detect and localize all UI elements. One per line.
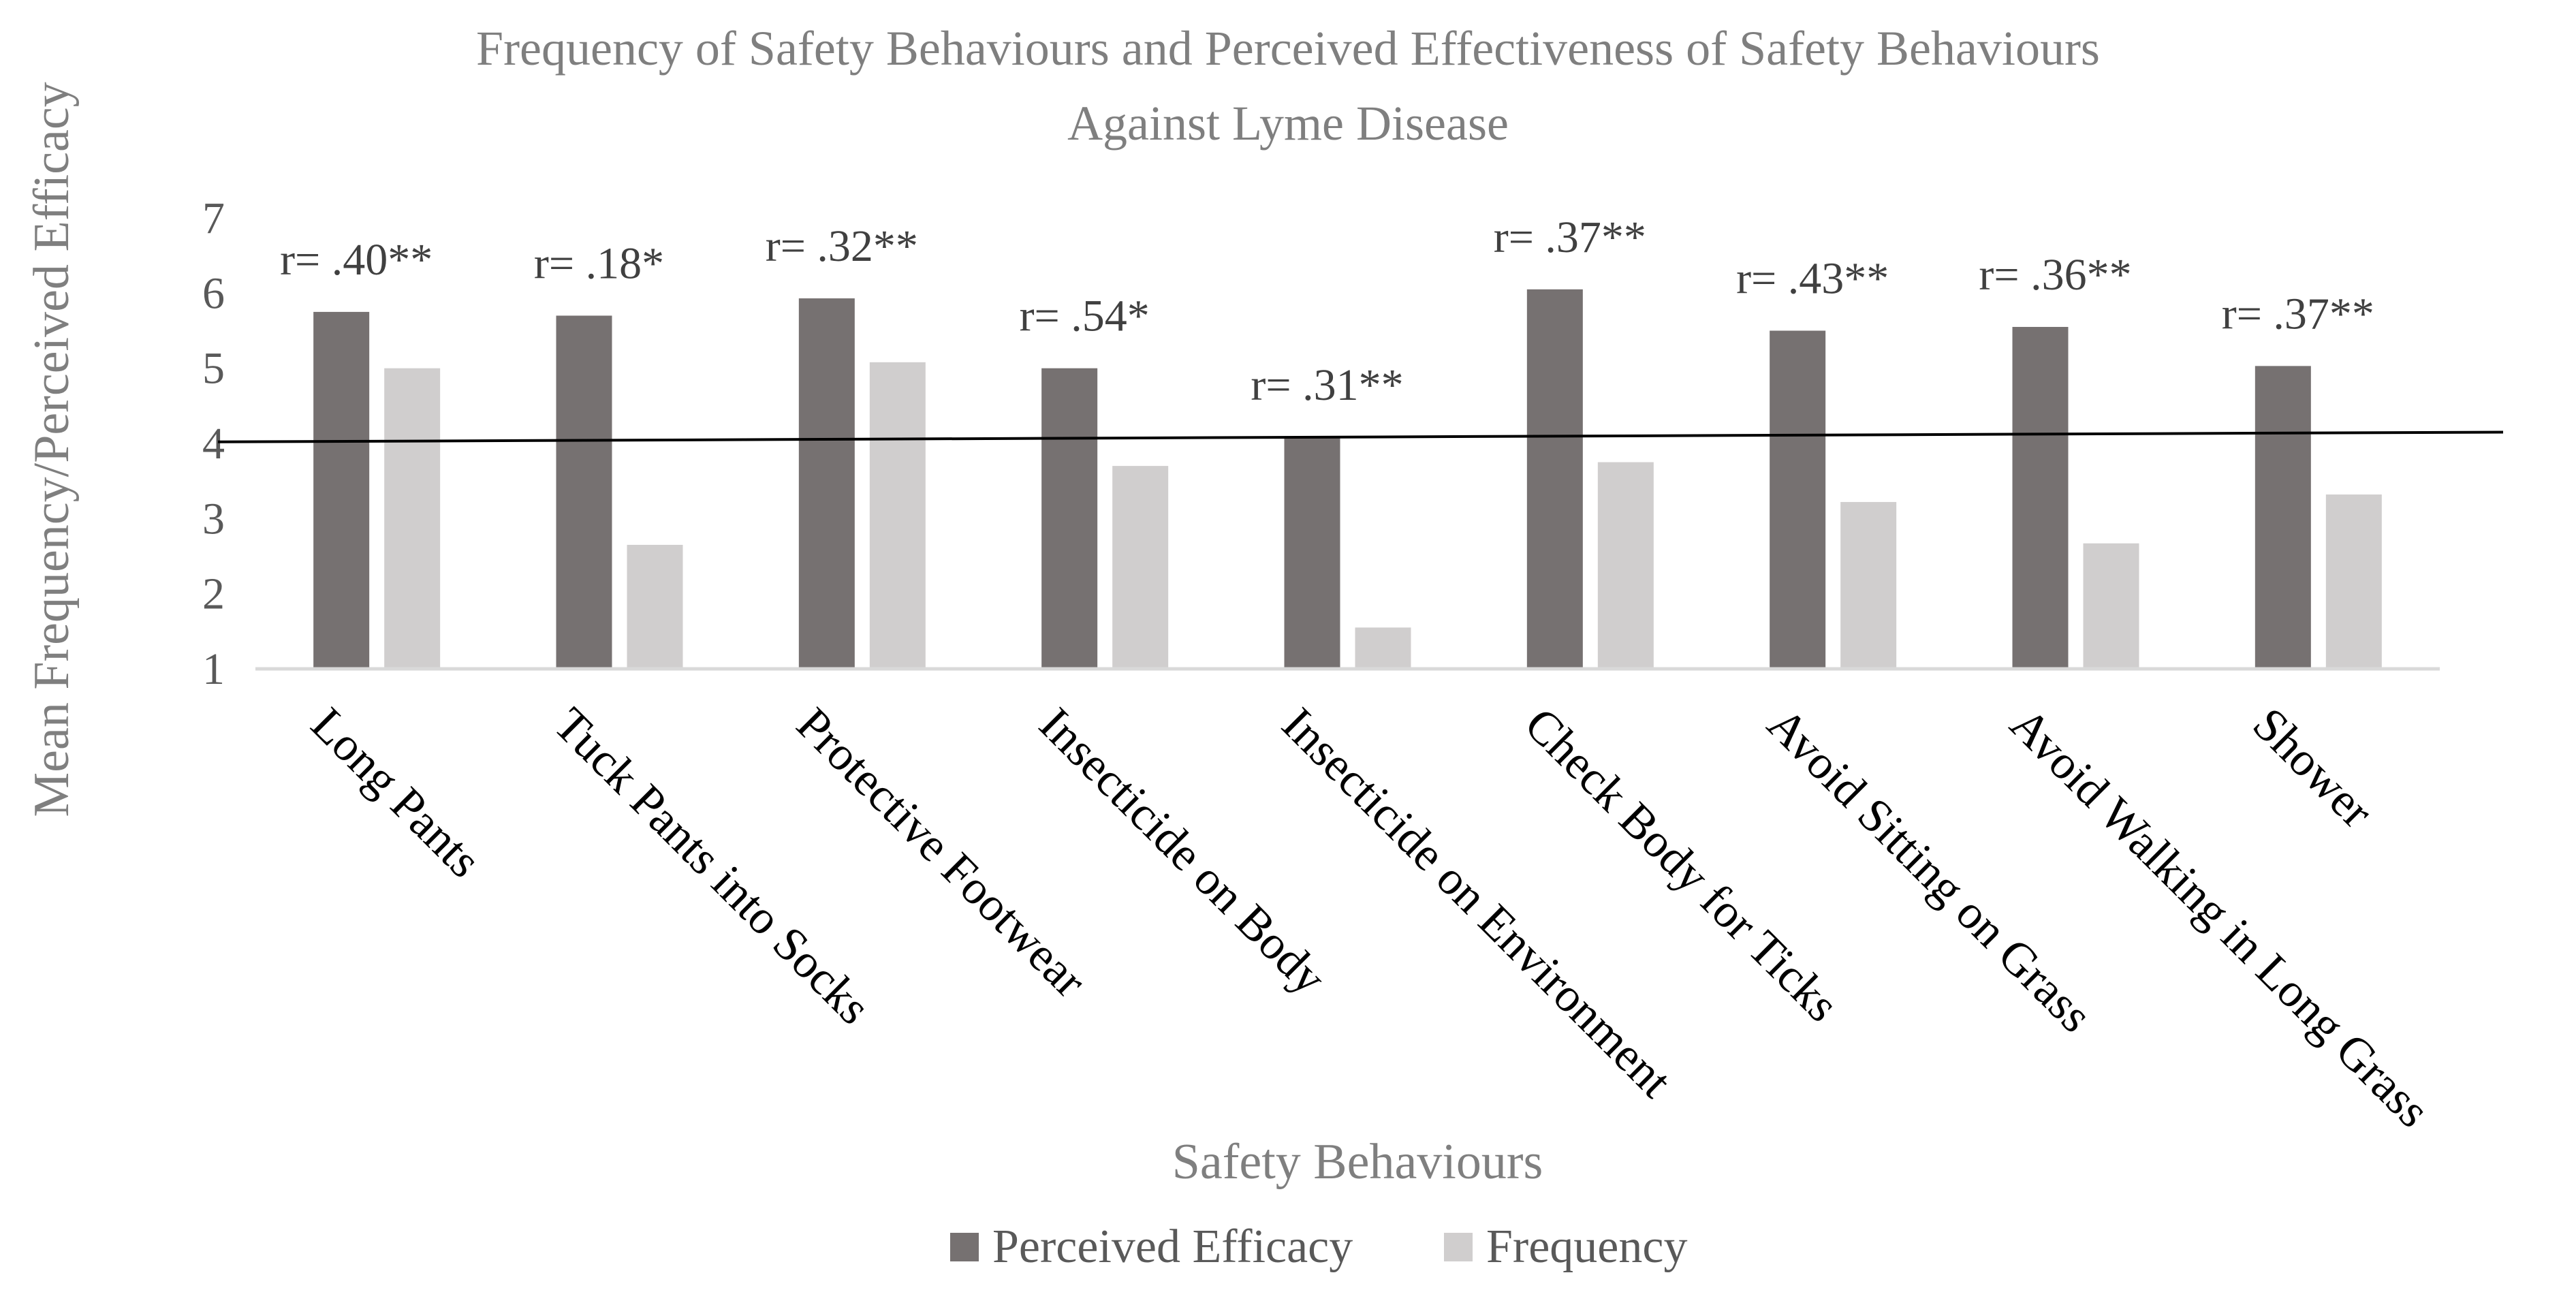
correlation-label: r= .43** <box>1736 254 1889 304</box>
x-axis-title: Safety Behaviours <box>1172 1134 1543 1190</box>
correlation-label: r= .40** <box>280 235 433 285</box>
legend-label: Perceived Efficacy <box>992 1221 1353 1273</box>
y-axis-ticks: 1 2 3 4 5 6 7 <box>202 193 225 694</box>
y-tick-label: 7 <box>202 193 225 243</box>
bar-perceived-efficacy <box>1041 368 1098 669</box>
category-label: Long Pants <box>301 698 491 888</box>
y-tick-label: 2 <box>202 569 225 619</box>
correlation-labels: r= .40** r= .18* r= .32** r= .54* r= .31** r=… <box>280 213 2374 410</box>
bar-perceived-efficacy <box>313 311 370 670</box>
bar-perceived-efficacy <box>1770 330 1826 669</box>
legend: Perceived Efficacy Frequency <box>950 1221 1687 1273</box>
bar-perceived-efficacy <box>2012 326 2069 669</box>
y-tick-label: 5 <box>202 344 225 394</box>
bar-frequency <box>1355 627 1411 669</box>
category-labels: Long Pants Tuck Pants into SocksProtectiv… <box>301 698 2440 1137</box>
bars <box>313 289 2382 670</box>
bar-frequency <box>2325 494 2382 669</box>
legend-label: Frequency <box>1486 1221 1687 1273</box>
category-label: Shower <box>2243 698 2383 838</box>
bar-perceived-efficacy <box>1526 289 1583 670</box>
correlation-label: r= .18* <box>534 238 664 288</box>
category-label: Insecticide on Environment <box>1272 698 1682 1108</box>
bar-perceived-efficacy <box>556 315 612 669</box>
category-label: Avoid Walking in Long Grass <box>2000 698 2439 1137</box>
correlation-label: r= .32** <box>766 221 918 271</box>
bar-frequency <box>1597 462 1654 669</box>
bar-perceived-efficacy <box>1284 437 1340 669</box>
bar-frequency <box>384 368 441 669</box>
correlation-label: r= .31** <box>1251 360 1403 410</box>
legend-swatch <box>1444 1233 1473 1261</box>
bar-frequency <box>627 544 683 669</box>
bar-frequency <box>1112 466 1169 669</box>
chart-title: Frequency of Safety Behaviours and Perce… <box>476 21 2100 76</box>
bar-frequency <box>2083 543 2139 669</box>
legend-swatch <box>950 1233 979 1261</box>
bar-frequency <box>1840 502 1897 669</box>
y-tick-label: 3 <box>202 494 225 544</box>
bar-perceived-efficacy <box>798 298 855 670</box>
y-tick-label: 4 <box>202 419 225 469</box>
correlation-label: r= .54* <box>1020 292 1150 341</box>
correlation-label: r= .36** <box>1979 250 2131 300</box>
correlation-label: r= .37** <box>1494 213 1646 262</box>
bar-perceived-efficacy <box>2255 366 2311 669</box>
correlation-label: r= .37** <box>2222 289 2374 339</box>
chart-subtitle: Against Lyme Disease <box>1067 96 1509 151</box>
y-axis-title: Mean Frequency/Perceived Efficacy <box>24 82 80 817</box>
y-tick-label: 1 <box>202 644 225 694</box>
bar-frequency <box>869 362 926 669</box>
reference-line <box>217 430 2504 443</box>
y-tick-label: 6 <box>202 268 225 318</box>
